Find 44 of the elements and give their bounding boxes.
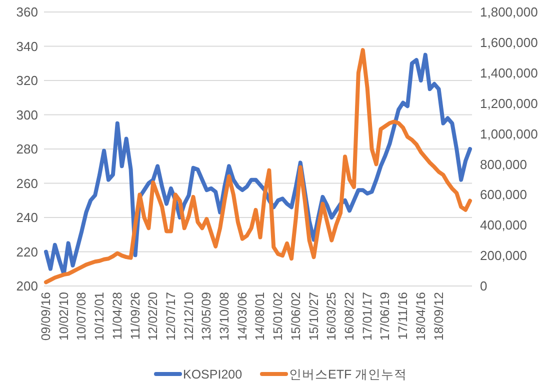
x-tick-label: 17/11/16	[396, 292, 410, 340]
x-tick-label: 14/03/06	[235, 292, 250, 341]
x-tick-label: 18/04/16	[414, 292, 428, 341]
x-tick-label: 15/06/02	[288, 292, 303, 341]
x-tick-label: 12/07/17	[164, 292, 178, 341]
y2-tick-label: 1,600,000	[480, 34, 538, 50]
x-tick-label: 11/09/26	[128, 292, 142, 340]
x-tick-label: 11/04/28	[110, 292, 124, 340]
y-tick-label: 300	[16, 107, 38, 122]
y2-tick-label: 800,000	[480, 156, 527, 172]
y2-tick-label: 400,000	[480, 218, 527, 233]
y2-tick-label: 0	[480, 278, 488, 294]
x-tick-label: 16/03/25	[324, 292, 339, 341]
y2-tick-label: 1,800,000	[480, 4, 538, 20]
x-tick-label: 12/12/10	[182, 292, 196, 341]
x-tick-label: 14/08/01	[253, 292, 268, 341]
y-tick-label: 240	[16, 210, 38, 226]
y2-tick-label: 1,400,000	[480, 65, 538, 80]
y-tick-label: 260	[16, 176, 38, 191]
x-tick-label: 10/07/08	[74, 292, 89, 341]
x-tick-label: 10/12/01	[92, 292, 107, 341]
x-tick-label: 16/08/22	[342, 292, 356, 341]
x-tick-label: 13/10/08	[218, 292, 232, 341]
y-tick-label: 360	[16, 4, 38, 20]
y-tick-label: 280	[16, 142, 38, 157]
y2-tick-label: 1,000,000	[480, 126, 538, 142]
legend-label: KOSPI200	[183, 367, 242, 382]
y-tick-label: 200	[16, 278, 38, 294]
x-tick-label: 10/02/10	[56, 292, 71, 341]
x-tick-label: 09/09/16	[39, 292, 53, 341]
x-tick-label: 18/09/12	[432, 292, 446, 341]
y-tick-label: 340	[16, 38, 38, 54]
y2-tick-label: 1,200,000	[480, 96, 538, 111]
y2-tick-label: 200,000	[480, 248, 527, 264]
y-tick-label: 220	[16, 244, 38, 260]
x-tick-label: 17/01/17	[360, 292, 374, 341]
y-tick-label: 320	[16, 73, 38, 88]
y2-tick-label: 600,000	[480, 187, 527, 202]
x-tick-label: 15/10/27	[306, 292, 321, 341]
legend-label: 인버스ETF 개인누적	[289, 367, 408, 382]
x-tick-label: 15/01/02	[271, 292, 286, 341]
x-tick-label: 12/02/20	[146, 292, 160, 341]
x-tick-label: 17/06/19	[378, 292, 392, 341]
x-tick-label: 13/05/09	[200, 292, 214, 341]
